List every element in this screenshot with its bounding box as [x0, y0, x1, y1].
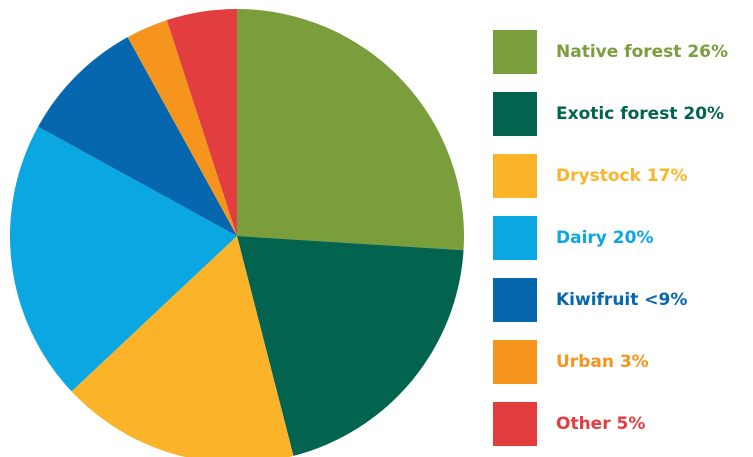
legend-swatch [493, 402, 537, 446]
pie-slice-kiwifruit [38, 37, 237, 236]
legend-swatch [493, 216, 537, 260]
pie-slice-other [166, 9, 237, 236]
legend-label: Exotic forest 20% [556, 104, 725, 124]
legend-item-dairy: Dairy 20% [493, 216, 753, 260]
legend-label: Other 5% [556, 414, 646, 434]
pie-slice-exotic [237, 236, 464, 456]
legend-swatch [493, 278, 537, 322]
legend-item-other: Other 5% [493, 402, 753, 446]
legend-item-kiwifruit: Kiwifruit <9% [493, 278, 753, 322]
legend-swatch [493, 340, 537, 384]
legend-label: Kiwifruit <9% [556, 290, 688, 310]
legend-label: Dairy 20% [556, 228, 654, 248]
legend-item-drystock: Drystock 17% [493, 154, 753, 198]
pie-slice-drystock [71, 236, 294, 457]
pie-slice-dairy [9, 126, 238, 392]
legend-swatch [493, 92, 537, 136]
legend-label: Native forest 26% [556, 42, 729, 62]
legend-swatch [493, 154, 537, 198]
pie-slice-native [237, 9, 464, 251]
legend-label: Urban 3% [556, 352, 649, 372]
legend-item-native-forest: Native forest 26% [493, 30, 753, 74]
legend-swatch [493, 30, 537, 74]
legend-item-urban: Urban 3% [493, 340, 753, 384]
legend-item-exotic-forest: Exotic forest 20% [493, 92, 753, 136]
legend-label: Drystock 17% [556, 166, 688, 186]
pie-slice-urban [127, 20, 237, 236]
